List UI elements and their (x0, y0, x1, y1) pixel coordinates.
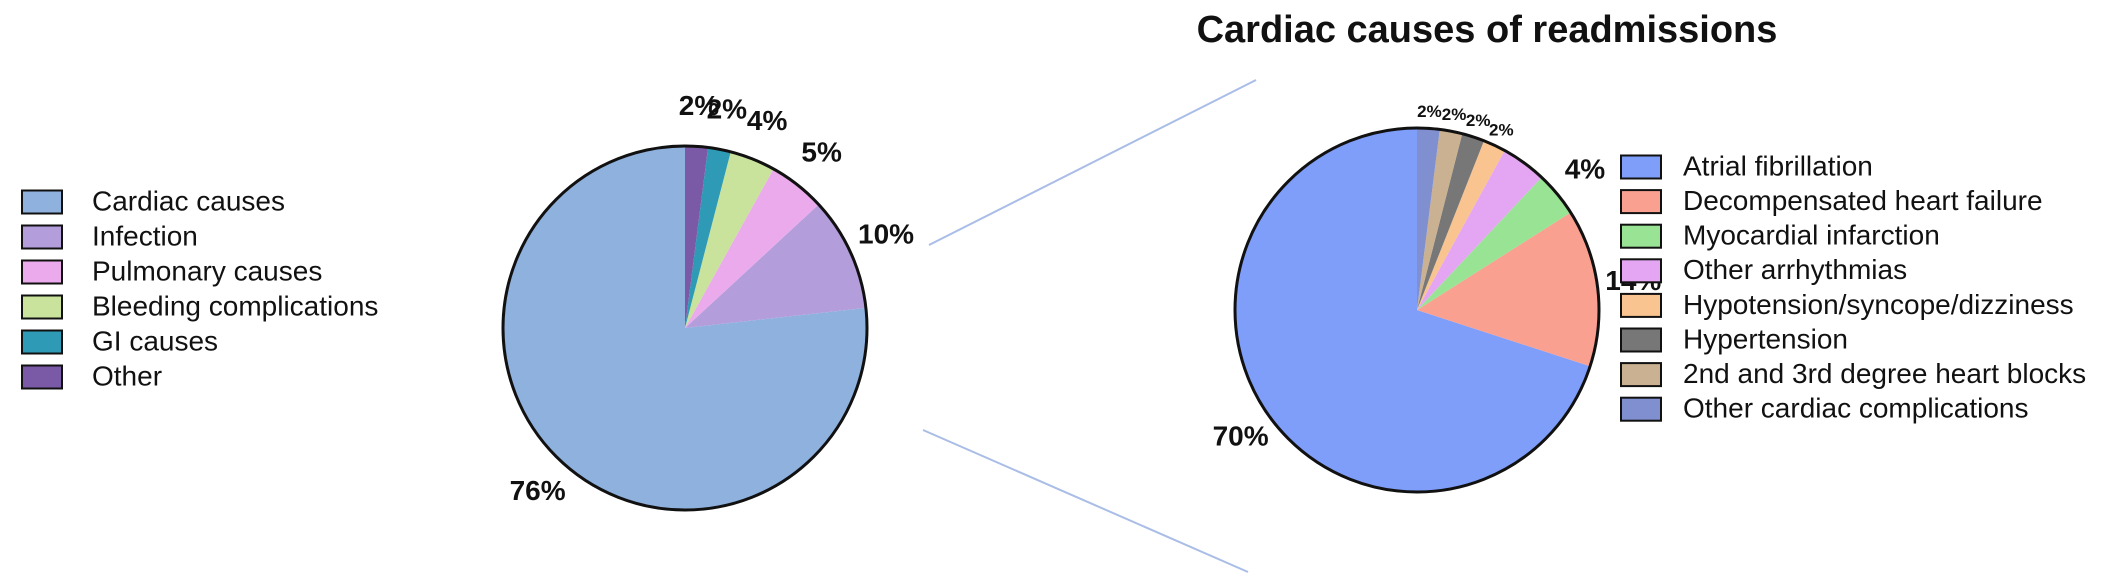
overall-slice-pulmonary-causes (685, 168, 819, 328)
cardiac-slice-2nd-and-3rd-degree-heart-blocks (1417, 129, 1463, 310)
overall-causes-legend: Cardiac causes Infection Pulmonary causes B… (21, 185, 378, 391)
overall-slice-infection (685, 204, 866, 328)
overall-value-label-infection: 10% (858, 219, 914, 250)
cardiac-legend-label-myocardial-infarction: Myocardial infarction (1683, 220, 1940, 251)
cardiac-legend-label-hypotension-syncope-dizziness: Hypotension/syncope/dizziness (1683, 289, 2074, 320)
cardiac-legend-swatch-other-arrhythmias (1620, 258, 1662, 284)
cardiac-legend-label-atrial-fibrillation: Atrial fibrillation (1683, 150, 1873, 181)
cardiac-value-label-atrial-fibrillation: 70% (1213, 421, 1269, 452)
zoom-connector-lines (922, 79, 1257, 573)
cardiac-legend-label-other-cardiac-complications: Other cardiac complications (1683, 393, 2028, 424)
overall-legend-label-bleeding-complications: Bleeding complications (92, 290, 378, 321)
overall-legend-swatch-other (21, 364, 63, 390)
cardiac-legend-swatch-2nd-and-3rd-degree-heart-blocks (1620, 362, 1662, 388)
cardiac-legend-swatch-myocardial-infarction (1620, 223, 1662, 249)
overall-slice-other (685, 146, 709, 328)
cardiac-value-label-other-cardiac-complications: 2% (1417, 102, 1442, 121)
overall-legend-swatch-cardiac-causes (21, 189, 63, 215)
cardiac-slice-myocardial-infarction (1417, 177, 1571, 310)
connector-line-top (928, 79, 1257, 246)
cardiac-slice-other-cardiac-complications (1417, 128, 1440, 310)
overall-value-label-bleeding-complications: 4% (747, 105, 788, 136)
cardiac-value-label-2nd-and-3rd-degree-heart-blocks: 2% (1442, 105, 1467, 124)
cardiac-legend-swatch-atrial-fibrillation (1620, 154, 1662, 180)
cardiac-slice-atrial-fibrillation (1235, 128, 1591, 492)
overall-legend-swatch-bleeding-complications (21, 294, 63, 320)
cardiac-slice-decompensated-heart-failure (1417, 212, 1599, 367)
cardiac-causes-legend: Atrial fibrillation Decompensated heart f… (1620, 150, 2086, 424)
cardiac-legend-label-hypertension: Hypertension (1683, 323, 1848, 354)
overall-causes-pie: 76%10%5%4%2%2% (501, 90, 914, 512)
overall-value-label-gi-causes: 2% (707, 93, 748, 124)
cardiac-value-label-hypotension-syncope-dizziness: 2% (1489, 120, 1514, 139)
overall-value-label-cardiac-causes: 76% (510, 475, 566, 506)
cardiac-legend-label-decompensated-heart-failure: Decompensated heart failure (1683, 185, 2043, 216)
overall-legend-label-infection: Infection (92, 220, 198, 251)
overall-legend-label-gi-causes: GI causes (92, 325, 218, 356)
cardiac-legend-swatch-decompensated-heart-failure (1620, 189, 1662, 215)
cardiac-legend-label-other-arrhythmias: Other arrhythmias (1683, 254, 1907, 285)
overall-value-label-other: 2% (679, 90, 720, 121)
connector-line-bottom (922, 429, 1249, 573)
overall-legend-label-other: Other (92, 360, 162, 391)
cardiac-slice-other-arrhythmias (1417, 150, 1542, 310)
overall-legend-swatch-infection (21, 224, 63, 250)
cardiac-value-label-hypertension: 2% (1466, 111, 1491, 130)
cardiac-slice-hypertension (1417, 133, 1484, 310)
overall-pie-outline (501, 144, 869, 512)
overall-slice-gi-causes (685, 147, 731, 328)
overall-legend-swatch-gi-causes (21, 329, 63, 355)
overall-legend-swatch-pulmonary-causes (21, 259, 63, 285)
cardiac-causes-pie: 70%14%4%2%2%2%2% (1213, 102, 1661, 494)
cardiac-legend-swatch-hypertension (1620, 327, 1662, 353)
cardiac-pie-outline (1233, 126, 1601, 494)
overall-legend-label-cardiac-causes: Cardiac causes (92, 185, 285, 216)
overall-legend-label-pulmonary-causes: Pulmonary causes (92, 255, 322, 286)
cardiac-value-label-myocardial-infarction: 4% (1565, 153, 1606, 184)
overall-value-label-pulmonary-causes: 5% (801, 137, 842, 168)
cardiac-slice-hypotension-syncope-dizziness (1417, 140, 1505, 310)
cardiac-legend-swatch-other-cardiac-complications (1620, 396, 1662, 422)
cardiac-legend-swatch-hypotension-syncope-dizziness (1620, 292, 1662, 318)
overall-slice-bleeding-complications (685, 151, 774, 328)
chart-title: Cardiac causes of readmissions (1197, 9, 1778, 51)
cardiac-legend-label-2nd-and-3rd-degree-heart-blocks: 2nd and 3rd degree heart blocks (1683, 358, 2086, 389)
